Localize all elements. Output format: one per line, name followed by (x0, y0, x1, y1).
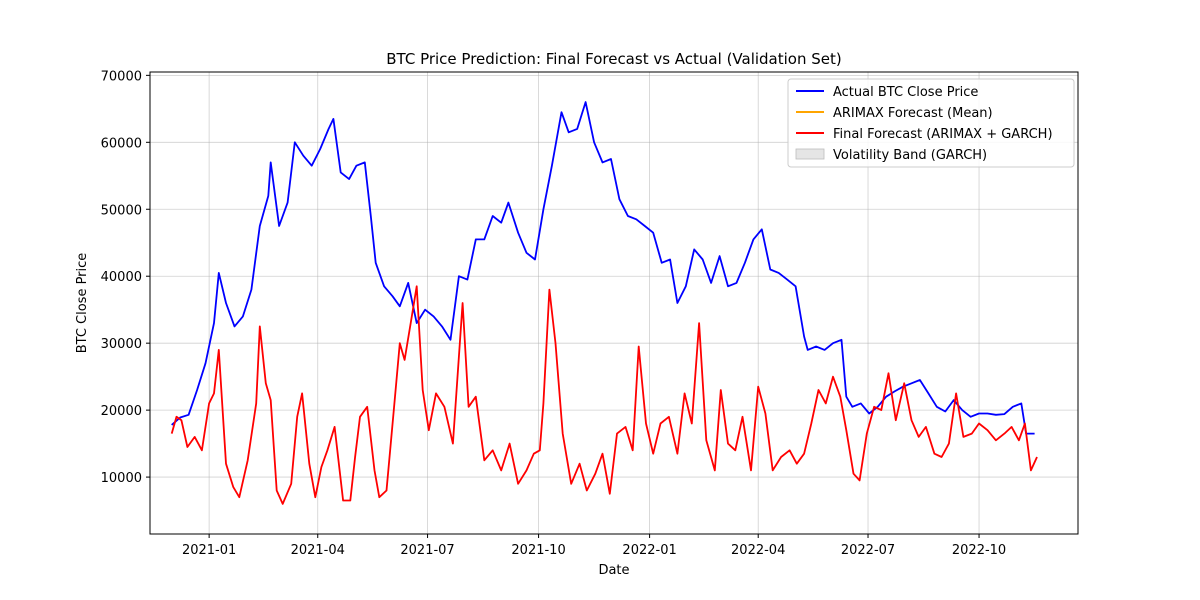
y-tick-label: 70000 (101, 69, 142, 84)
y-tick-label: 30000 (101, 337, 142, 352)
legend-entry: Final Forecast (ARIMAX + GARCH) (796, 127, 1053, 142)
series-actual-line (171, 101, 1035, 435)
x-tick-label: 2021-01 (182, 543, 236, 558)
legend-label: Volatility Band (GARCH) (833, 148, 987, 163)
legend-label: Final Forecast (ARIMAX + GARCH) (833, 127, 1053, 142)
chart-title: BTC Price Prediction: Final Forecast vs … (386, 50, 842, 68)
legend-box (787, 78, 1075, 168)
series-final-forecast-line (170, 285, 1038, 505)
y-axis-label: BTC Close Price (75, 253, 90, 354)
legend-entry: Volatility Band (GARCH) (795, 148, 987, 163)
legend-label: Actual BTC Close Price (833, 85, 978, 100)
x-tick-label: 2021-10 (511, 543, 565, 558)
x-tick-label: 2022-04 (731, 543, 785, 558)
y-tick-label: 50000 (101, 203, 142, 218)
y-axis: 10000 20000 30000 40000 50000 60000 70000 (101, 69, 150, 486)
legend: Actual BTC Close Price ARIMAX Forecast (M… (787, 78, 1075, 168)
x-axis: 2021-01 2021-04 2021-07 2021-10 2022-01 2022-… (182, 534, 1006, 558)
x-tick-label: 2022-07 (841, 543, 895, 558)
legend-label: ARIMAX Forecast (Mean) (833, 106, 993, 121)
x-tick-label: 2021-07 (400, 543, 454, 558)
legend-swatch (795, 148, 825, 160)
y-tick-label: 40000 (101, 270, 142, 285)
legend-entry: ARIMAX Forecast (Mean) (796, 106, 993, 121)
series-layer (170, 101, 1038, 505)
x-tick-label: 2021-04 (291, 543, 345, 558)
y-tick-label: 60000 (101, 136, 142, 151)
y-tick-label: 10000 (101, 471, 142, 486)
x-axis-label: Date (598, 563, 629, 578)
plot-frame (149, 71, 1079, 535)
x-tick-label: 2022-10 (952, 543, 1006, 558)
y-tick-label: 20000 (101, 404, 142, 419)
x-tick-label: 2022-01 (622, 543, 676, 558)
legend-entry: Actual BTC Close Price (796, 85, 978, 100)
